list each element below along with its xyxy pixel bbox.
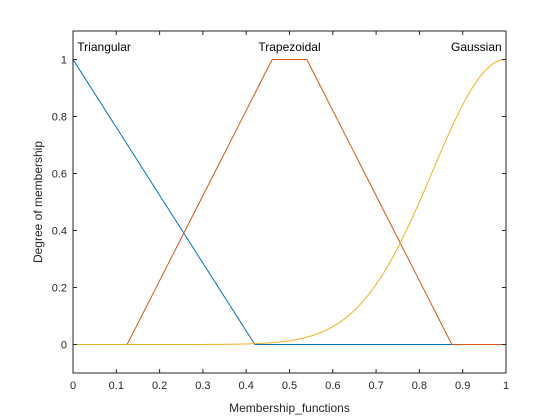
x-tick-label: 1 bbox=[503, 380, 509, 392]
series-line-gaussian bbox=[73, 59, 507, 345]
series-labels: Triangular Trapezoidal Gaussian bbox=[77, 40, 501, 54]
series-label-triangular: Triangular bbox=[77, 40, 131, 54]
x-tick-label: 0.7 bbox=[368, 380, 383, 392]
x-tick-label: 0.8 bbox=[412, 380, 427, 392]
y-tick-label: 0.6 bbox=[52, 169, 67, 181]
y-tick-label: 0.2 bbox=[52, 283, 67, 295]
y-axis-label: Degree of membership bbox=[31, 141, 45, 263]
y-tick-label: 0.4 bbox=[52, 226, 67, 238]
x-tick-label: 0.2 bbox=[152, 380, 167, 392]
series-line-trapezoidal bbox=[73, 59, 506, 345]
x-tick-label: 0.6 bbox=[325, 380, 340, 392]
x-tick-label: 0.1 bbox=[109, 380, 124, 392]
y-tick-label: 0 bbox=[61, 340, 67, 352]
y-tick-label: 0.8 bbox=[52, 112, 67, 124]
x-tick-label: 0.3 bbox=[195, 380, 210, 392]
series-label-trapezoidal: Trapezoidal bbox=[258, 40, 320, 54]
x-tick-label: 0.4 bbox=[239, 380, 254, 392]
x-tick-label: 0.5 bbox=[282, 380, 297, 392]
series-lines bbox=[72, 59, 507, 345]
series-label-gaussian: Gaussian bbox=[451, 40, 502, 54]
x-tick-label: 0 bbox=[70, 380, 76, 392]
y-axis-ticks: 0 0.2 0.4 0.6 0.8 1 bbox=[52, 55, 506, 352]
y-tick-label: 1 bbox=[61, 55, 67, 67]
plot-area bbox=[73, 31, 506, 373]
series-line-triangular bbox=[72, 59, 506, 345]
x-axis-ticks: 0 0.1 0.2 0.3 0.4 0.5 0.6 0.7 0.8 0.9 1 bbox=[70, 31, 509, 392]
x-tick-label: 0.9 bbox=[455, 380, 470, 392]
x-axis-label: Membership_functions bbox=[229, 401, 350, 415]
